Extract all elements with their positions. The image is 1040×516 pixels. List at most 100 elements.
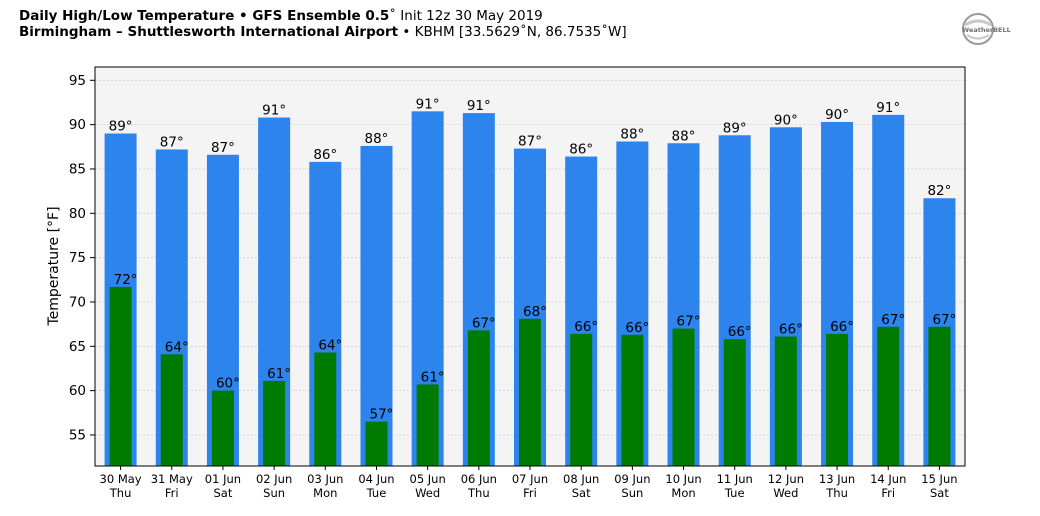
low-bar	[928, 326, 951, 466]
low-value-label: 60°	[216, 376, 240, 392]
low-bar	[570, 333, 593, 466]
low-bar	[672, 328, 695, 466]
low-value-label: 68°	[523, 304, 547, 320]
low-bar	[621, 334, 644, 466]
y-tick-label: 55	[69, 427, 86, 443]
x-tick-date: 06 Jun	[461, 472, 497, 486]
low-bar	[416, 384, 439, 466]
x-tick-weekday: Tue	[724, 486, 745, 500]
high-value-label: 86°	[569, 142, 593, 158]
x-tick-date: 02 Jun	[256, 472, 292, 486]
low-value-label: 67°	[881, 312, 905, 328]
low-value-label: 61°	[421, 369, 445, 385]
x-tick-date: 13 Jun	[819, 472, 855, 486]
x-tick-date: 08 Jun	[563, 472, 599, 486]
y-tick-label: 90	[69, 117, 86, 133]
y-tick-label: 85	[69, 161, 86, 177]
low-value-label: 67°	[932, 312, 956, 328]
x-tick-weekday: Sun	[621, 486, 643, 500]
low-value-label: 64°	[165, 339, 189, 355]
high-value-label: 91°	[876, 100, 900, 116]
x-tick-weekday: Sat	[572, 486, 591, 500]
low-value-label: 67°	[472, 315, 496, 331]
high-value-label: 90°	[774, 112, 798, 128]
high-bar	[360, 145, 393, 466]
high-value-label: 88°	[620, 126, 644, 142]
x-tick-date: 07 Jun	[512, 472, 548, 486]
station-coordinates: • KBHM [33.5629˚N, 86.7535˚W]	[398, 24, 627, 40]
x-tick-date: 14 Jun	[870, 472, 906, 486]
high-value-label: 87°	[518, 134, 542, 150]
low-value-label: 66°	[779, 322, 803, 338]
x-tick-weekday: Sun	[263, 486, 285, 500]
high-value-label: 91°	[467, 98, 491, 114]
x-tick-weekday: Wed	[415, 486, 440, 500]
x-tick-weekday: Thu	[109, 486, 132, 500]
high-value-label: 87°	[211, 140, 235, 156]
low-bar	[211, 390, 234, 466]
x-tick-date: 15 Jun	[921, 472, 957, 486]
chart-header: Daily High/Low Temperature • GFS Ensembl…	[19, 8, 627, 40]
high-value-label: 86°	[313, 147, 337, 163]
high-value-label: 89°	[109, 119, 133, 135]
y-tick-label: 80	[69, 206, 86, 222]
high-value-label: 90°	[825, 107, 849, 123]
header-line-1: Daily High/Low Temperature • GFS Ensembl…	[19, 8, 627, 24]
high-value-label: 82°	[927, 183, 951, 199]
high-value-label: 88°	[672, 128, 696, 144]
low-value-label: 61°	[267, 366, 291, 382]
x-tick-weekday: Tue	[366, 486, 387, 500]
x-tick-weekday: Wed	[773, 486, 798, 500]
x-tick-weekday: Sat	[930, 486, 949, 500]
x-tick-weekday: Mon	[671, 486, 695, 500]
low-bar	[109, 286, 132, 466]
x-tick-weekday: Fri	[523, 486, 537, 500]
x-tick-date: 31 May	[151, 472, 193, 486]
y-tick-label: 70	[69, 294, 86, 310]
low-bar	[723, 339, 746, 466]
low-value-label: 66°	[574, 319, 598, 335]
x-tick-date: 04 Jun	[358, 472, 394, 486]
high-value-label: 91°	[416, 96, 440, 112]
x-tick-date: 30 May	[100, 472, 142, 486]
weatherbell-logo: WeatherBELL	[962, 13, 1011, 45]
header-line-2: Birmingham – Shuttlesworth International…	[19, 24, 627, 40]
low-value-label: 66°	[830, 319, 854, 335]
low-bar	[263, 380, 286, 466]
low-value-label: 66°	[625, 320, 649, 336]
low-bar	[519, 318, 541, 466]
x-tick-weekday: Thu	[467, 486, 490, 500]
low-value-label: 57°	[370, 407, 394, 423]
init-time: ˚ Init 12z 30 May 2019	[389, 8, 543, 24]
y-tick-label: 60	[69, 383, 86, 399]
x-tick-weekday: Sat	[214, 486, 233, 500]
low-value-label: 66°	[728, 324, 752, 340]
y-tick-label: 95	[69, 73, 86, 89]
high-value-label: 89°	[723, 120, 747, 136]
high-value-label: 91°	[262, 103, 286, 119]
x-tick-date: 12 Jun	[768, 472, 804, 486]
x-tick-date: 05 Jun	[410, 472, 446, 486]
logo-text: WeatherBELL	[962, 26, 1011, 34]
low-value-label: 67°	[677, 314, 701, 330]
y-tick-label: 65	[69, 339, 86, 355]
x-tick-date: 09 Jun	[614, 472, 650, 486]
high-value-label: 87°	[160, 134, 184, 150]
station-name: Birmingham – Shuttlesworth International…	[19, 24, 399, 40]
x-tick-date: 03 Jun	[307, 472, 343, 486]
y-tick-label: 75	[69, 250, 86, 266]
x-tick-date: 10 Jun	[665, 472, 701, 486]
chart-title: Daily High/Low Temperature • GFS Ensembl…	[19, 8, 390, 24]
low-value-label: 64°	[318, 338, 342, 354]
low-bar	[826, 333, 849, 466]
low-bar	[774, 336, 797, 466]
x-tick-date: 11 Jun	[717, 472, 753, 486]
low-value-label: 72°	[114, 272, 138, 288]
x-tick-weekday: Thu	[825, 486, 848, 500]
low-bar	[365, 421, 388, 466]
x-tick-date: 01 Jun	[205, 472, 241, 486]
high-value-label: 88°	[365, 131, 389, 147]
y-axis-label: Temperature [°F]	[46, 206, 62, 326]
low-bar	[467, 330, 490, 466]
